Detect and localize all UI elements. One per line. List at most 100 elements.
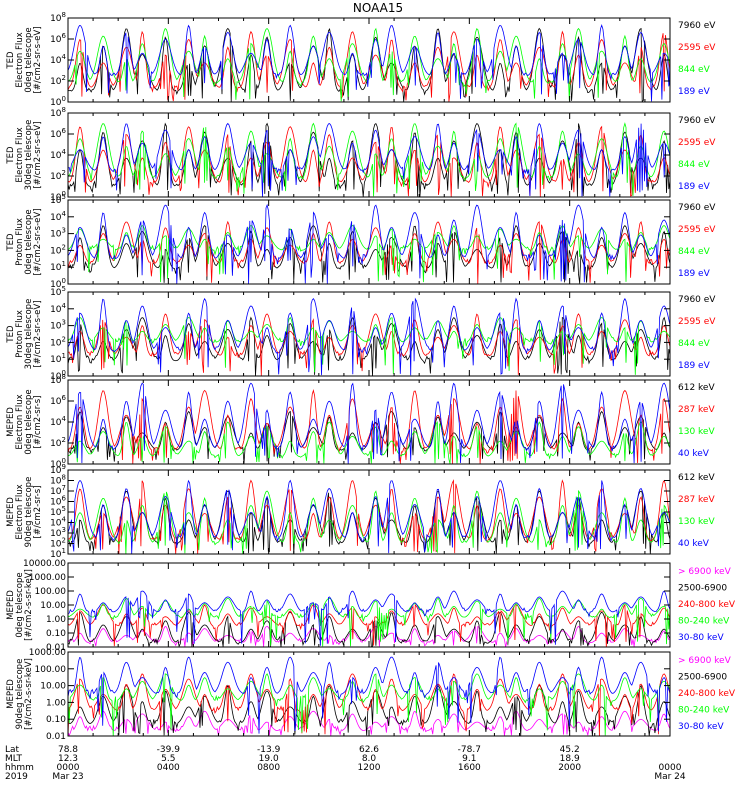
- y-tick-label: 104: [50, 148, 66, 161]
- mlt-value: 8.0: [362, 754, 377, 764]
- x-tick-label: 0800: [257, 763, 280, 773]
- y-tick-label: 102: [50, 169, 66, 182]
- axis-row-label: Lat: [5, 745, 20, 755]
- panel-frame: [67, 199, 671, 285]
- mlt-value: 19.0: [259, 754, 279, 764]
- y-axis-label: MEPED Electron Flux 90deg telescope [#/cm2-…: [6, 477, 43, 548]
- y-tick-label: 102: [50, 335, 66, 348]
- legend-entry: 130 keV: [678, 427, 715, 437]
- y-tick-label: 100: [50, 457, 66, 470]
- y-axis-label-line: Proton Flux: [15, 310, 25, 358]
- legend-entry: 844 eV: [678, 160, 711, 170]
- end-date: Mar 24: [654, 772, 686, 782]
- y-tick-label: 102: [50, 74, 66, 87]
- legend-entry: 189 eV: [678, 182, 711, 192]
- y-axis-label-line: TED: [6, 233, 16, 252]
- legend-entry: 7960 eV: [678, 203, 716, 213]
- axis-row-label: hhmm: [5, 763, 34, 773]
- y-tick-label: 100: [50, 277, 66, 290]
- y-tick-label: 1.00: [46, 698, 66, 708]
- legend-entry: 612 keV: [678, 473, 715, 483]
- legend-entry: 7960 eV: [678, 116, 716, 126]
- lat-value: 62.6: [359, 745, 379, 755]
- mlt-value: 18.9: [560, 754, 580, 764]
- series-7-5: [67, 590, 671, 646]
- y-tick-label: 104: [50, 53, 66, 66]
- y-tick-label: 0.10: [46, 629, 66, 639]
- y-axis-label-line: [#/cm2-sr-s-eV]: [33, 121, 43, 188]
- y-axis-label-line: 90deg telescope: [15, 659, 25, 730]
- lat-value: 45.2: [560, 745, 580, 755]
- y-axis-label: MEPED Electron Flux 0deg telescope [#/cm2-s…: [6, 389, 43, 454]
- y-tick-label: 108: [50, 373, 66, 386]
- mlt-value: 5.5: [161, 754, 175, 764]
- y-tick-label: 105: [50, 285, 66, 298]
- y-axis-label-line: 30deg telescope: [24, 299, 34, 370]
- legend-entry: 2500-6900: [678, 673, 727, 683]
- series-7-4: [67, 597, 671, 647]
- y-axis-label-line: [#/cm2-s-sr-keV]: [24, 658, 34, 730]
- y-tick-label: 1000.00: [29, 648, 66, 658]
- legend-entry: 2500-6900: [678, 584, 727, 594]
- series-3-4: [67, 203, 671, 284]
- y-axis-label: TED Electron Flux 0deg telescope [#/cm2-sr-…: [6, 26, 43, 93]
- y-tick-label: 0.10: [46, 715, 66, 725]
- series-6-3: [67, 489, 671, 555]
- y-axis-label-line: TED: [6, 146, 16, 165]
- y-axis-label-line: 0deg telescope: [15, 572, 25, 637]
- y-tick-label: 108: [50, 474, 66, 487]
- legend-entry: 2595 eV: [678, 225, 716, 235]
- plot-title: NOAA15: [353, 1, 403, 15]
- series-7-2: [67, 611, 671, 648]
- y-axis-label-line: MEPED: [6, 590, 16, 620]
- y-tick-label: 1.00: [46, 615, 66, 625]
- legend-entry: 844 eV: [678, 65, 711, 75]
- y-tick-label: 103: [50, 319, 66, 332]
- legend-entry: 2595 eV: [678, 138, 716, 148]
- y-tick-label: 106: [50, 127, 66, 140]
- series-2-4: [67, 122, 671, 197]
- y-tick-label: 0.01: [46, 643, 66, 653]
- legend-entry: 30-80 keV: [678, 722, 724, 732]
- y-tick-label: 104: [50, 210, 66, 223]
- y-axis-label: MEPED 90deg telescope [#/cm2-s-sr-keV]: [6, 658, 34, 730]
- legend-entry: 287 keV: [678, 495, 715, 505]
- start-date: Mar 23: [52, 772, 83, 782]
- y-axis-label: TED Proton Flux 30deg telescope [#/cm2-sr-s…: [6, 299, 43, 370]
- y-tick-label: 108: [50, 11, 66, 24]
- y-axis-label-line: MEPED: [6, 497, 16, 527]
- legend-entry: 7960 eV: [678, 21, 716, 31]
- series-5-3: [67, 421, 671, 464]
- y-axis-label-line: Electron Flux: [15, 394, 25, 449]
- y-axis-label-line: TED: [6, 325, 16, 344]
- legend-entry: 240-800 keV: [678, 600, 736, 610]
- x-tick-label: 1200: [358, 763, 381, 773]
- series-5-4: [67, 382, 671, 464]
- axis-row-label: 2019: [5, 772, 28, 782]
- legend-entry: 844 eV: [678, 247, 711, 257]
- series-7-1: [67, 625, 671, 647]
- y-axis-label-line: Proton Flux: [15, 218, 25, 266]
- series-1-4: [67, 24, 671, 102]
- mlt-value: 12.3: [58, 754, 78, 764]
- y-tick-label: 10000.00: [23, 559, 66, 569]
- y-tick-label: 105: [50, 505, 66, 518]
- legend-entry: 189 eV: [678, 87, 711, 97]
- x-tick-label: 0000: [659, 763, 682, 773]
- series-6-4: [67, 479, 671, 554]
- legend-entry: 80-240 keV: [678, 706, 730, 716]
- y-tick-label: 103: [50, 526, 66, 539]
- y-tick-label: 101: [50, 547, 66, 560]
- legend-entry: 189 eV: [678, 361, 711, 371]
- y-axis-label: TED Electron Flux 30deg telescope [#/cm2-sr…: [6, 120, 43, 191]
- series-4-2: [67, 313, 671, 376]
- panel-frame: [67, 562, 671, 648]
- y-tick-label: 109: [50, 463, 66, 476]
- legend-entry: 287 keV: [678, 405, 715, 415]
- y-tick-label: 101: [50, 352, 66, 365]
- y-tick-label: 100.00: [35, 665, 67, 675]
